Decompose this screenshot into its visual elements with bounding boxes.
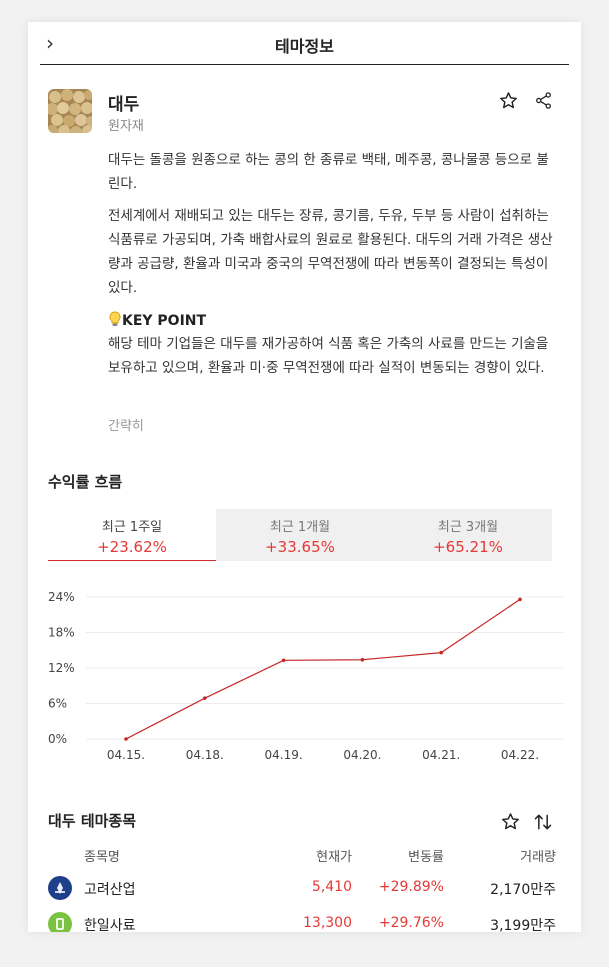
- data-point: [360, 657, 365, 662]
- chevron-right-icon[interactable]: ›: [46, 31, 54, 55]
- stock-change: +29.89%: [378, 879, 444, 895]
- company-logo: [48, 876, 72, 900]
- data-point: [203, 696, 207, 700]
- x-tick-label: 04.18.: [186, 748, 224, 762]
- stock-name: 한일사료: [84, 918, 136, 932]
- data-point: [281, 658, 286, 663]
- returns-title: 수익률 흐름: [48, 473, 123, 491]
- soybean-thumbnail: [48, 89, 92, 133]
- theme-name: 대두: [108, 95, 140, 115]
- column-header-price[interactable]: 현재가: [316, 850, 352, 865]
- stock-volume: 3,199만주: [490, 918, 556, 932]
- star-icon[interactable]: [501, 812, 520, 835]
- y-tick-label: 18%: [48, 626, 75, 640]
- period-tabs: 최근 1주일 +23.62% 최근 1개월 +33.65% 최근 3개월 +65…: [48, 509, 552, 561]
- tab-1-week[interactable]: 최근 1주일 +23.62%: [48, 509, 216, 561]
- column-header-volume[interactable]: 거래량: [520, 850, 556, 865]
- theme-category: 원자재: [108, 119, 144, 134]
- collapse-link[interactable]: 간략히: [108, 419, 144, 434]
- x-tick-label: 04.22.: [501, 748, 539, 762]
- tab-value: +23.62%: [97, 538, 167, 556]
- tab-3-months[interactable]: 최근 3개월 +65.21%: [384, 509, 552, 561]
- stock-name: 고려산업: [84, 882, 136, 898]
- returns-line-chart: 0% 6% 12% 18% 24% 04.15. 04.18. 04.19. 04.20. 04.…: [48, 590, 563, 762]
- y-tick-label: 12%: [48, 661, 75, 675]
- theme-description-2: 전세계에서 재배되고 있는 대두는 장류, 콩기름, 두유, 두부 등 사람이 …: [108, 208, 553, 296]
- x-tick-label: 04.21.: [422, 748, 460, 762]
- key-point-label: KEY POINT: [122, 313, 207, 329]
- data-point: [439, 650, 444, 655]
- tab-1-month[interactable]: 최근 1개월 +33.65%: [216, 509, 384, 561]
- share-icon[interactable]: [534, 91, 553, 114]
- x-tick-label: 04.20.: [343, 748, 381, 762]
- company-logo: [48, 912, 72, 932]
- column-header-name[interactable]: 종목명: [84, 850, 120, 865]
- stock-price: 5,410: [311, 879, 352, 895]
- tab-label: 최근 1주일: [101, 520, 163, 535]
- key-point-heading: KEY POINT: [108, 311, 206, 329]
- data-point: [124, 737, 128, 741]
- y-tick-label: 0%: [48, 732, 67, 746]
- key-point-text: 해당 테마 기업들은 대두를 재가공하여 식품 혹은 가축의 사료를 만드는 기…: [108, 336, 549, 376]
- theme-info-panel: › 테마정보 대두 원자재 대두는 돌콩을 원종으로 하는 콩의 한 종류로 백…: [28, 22, 581, 932]
- stock-change: +29.76%: [378, 915, 444, 931]
- star-icon[interactable]: [499, 91, 518, 114]
- theme-description-1: 대두는 돌콩을 원종으로 하는 콩의 한 종류로 백태, 메주콩, 콩나물콩 등…: [108, 152, 549, 192]
- data-point: [518, 597, 522, 602]
- stock-row[interactable]: 한일사료 13,300 +29.76% 3,199만주: [28, 909, 581, 932]
- header: › 테마정보: [40, 22, 569, 65]
- tab-label: 최근 1개월: [269, 520, 331, 535]
- x-tick-label: 04.15.: [107, 748, 145, 762]
- page-title: 테마정보: [275, 37, 334, 56]
- y-tick-label: 24%: [48, 590, 75, 604]
- lightbulb-icon: [108, 311, 122, 329]
- tab-value: +33.65%: [265, 538, 335, 556]
- sort-icon[interactable]: [533, 812, 553, 836]
- tab-label: 최근 3개월: [437, 520, 499, 535]
- stocks-title: 대두 테마종목: [48, 812, 137, 830]
- column-header-change[interactable]: 변동률: [408, 850, 444, 865]
- x-tick-label: 04.19.: [265, 748, 303, 762]
- stock-row[interactable]: 고려산업 5,410 +29.89% 2,170만주: [28, 873, 581, 903]
- series-line: [125, 598, 521, 740]
- y-tick-label: 6%: [48, 697, 67, 711]
- stock-volume: 2,170만주: [490, 882, 556, 898]
- stock-price: 13,300: [303, 915, 352, 931]
- tab-value: +65.21%: [433, 538, 503, 556]
